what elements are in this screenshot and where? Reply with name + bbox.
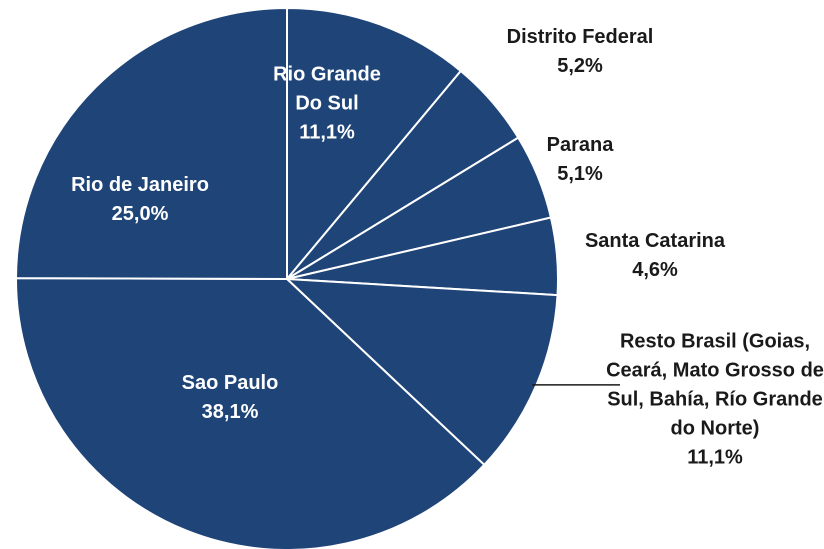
- slice-name: Resto Brasil (Goias, Ceará, Mato Grosso …: [606, 330, 824, 440]
- data-label: Santa Catarina 4,6%: [555, 227, 755, 285]
- slice-value: 38,1%: [201, 401, 259, 423]
- slice-value: 4,6%: [632, 259, 678, 281]
- slice-value: 5,2%: [557, 55, 603, 77]
- pie-slice: [14, 6, 288, 281]
- data-label: Distrito Federal 5,2%: [470, 23, 690, 81]
- data-label: Rio de Janeiro 25,0%: [40, 171, 240, 229]
- slice-name: Santa Catarina: [584, 230, 726, 252]
- slice-name: Parana: [546, 134, 614, 156]
- pie-slice: [15, 277, 486, 549]
- slice-name: Sao Paulo: [181, 372, 279, 394]
- pie-slice: [284, 277, 559, 467]
- data-label: Rio Grande Do Sul 11,1%: [272, 61, 382, 148]
- slice-value: 11,1%: [687, 446, 743, 469]
- pie-slice: [286, 6, 463, 282]
- data-label: Parana 5,1%: [510, 131, 650, 189]
- slice-name: Distrito Federal: [506, 26, 654, 48]
- slice-value: 25,0%: [111, 203, 169, 225]
- data-label: Sao Paulo 38,1%: [130, 369, 330, 427]
- slice-name: Rio Grande Do Sul: [273, 63, 381, 115]
- slice-value: 11,1%: [299, 121, 355, 144]
- slice-name: Rio de Janeiro: [71, 174, 209, 196]
- data-label: Resto Brasil (Goias, Ceará, Mato Grosso …: [605, 328, 824, 473]
- slice-value: 5,1%: [557, 163, 603, 185]
